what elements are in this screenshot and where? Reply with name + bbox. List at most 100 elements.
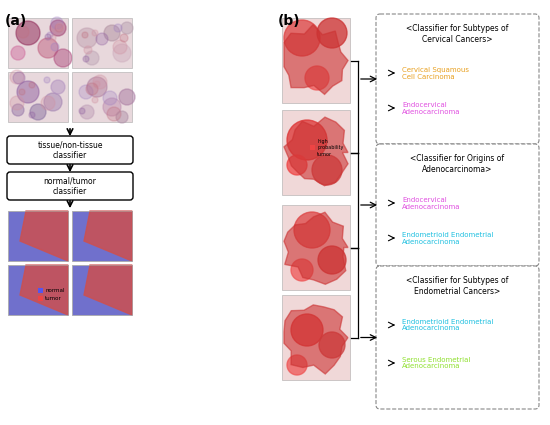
Circle shape xyxy=(44,77,50,83)
Bar xyxy=(38,295,43,300)
Circle shape xyxy=(287,155,307,175)
Circle shape xyxy=(305,66,329,90)
Circle shape xyxy=(83,56,89,62)
Circle shape xyxy=(104,25,120,41)
Polygon shape xyxy=(284,117,348,186)
Text: <Classifier for Origins of
Adenocarcinoma>: <Classifier for Origins of Adenocarcinom… xyxy=(410,154,504,174)
Circle shape xyxy=(29,112,35,118)
Bar xyxy=(282,295,350,380)
Text: (a): (a) xyxy=(5,14,28,28)
Text: high
probability
tumor: high probability tumor xyxy=(317,139,343,157)
Bar xyxy=(8,72,68,122)
Circle shape xyxy=(96,33,108,45)
Circle shape xyxy=(107,107,121,121)
Polygon shape xyxy=(84,211,132,261)
Circle shape xyxy=(47,32,53,38)
Circle shape xyxy=(17,26,29,38)
Circle shape xyxy=(50,35,56,41)
Circle shape xyxy=(86,83,98,95)
Circle shape xyxy=(94,81,100,87)
Text: <Classifier for Subtypes of
Cervical Cancers>: <Classifier for Subtypes of Cervical Can… xyxy=(406,24,509,44)
Circle shape xyxy=(41,96,55,110)
Circle shape xyxy=(79,85,93,99)
Circle shape xyxy=(80,105,94,119)
Bar xyxy=(8,265,68,315)
Bar xyxy=(8,211,68,261)
Circle shape xyxy=(84,46,92,54)
Circle shape xyxy=(16,21,40,45)
Circle shape xyxy=(44,93,62,111)
Text: (b): (b) xyxy=(278,14,301,28)
Text: normal/tumor
classifier: normal/tumor classifier xyxy=(43,176,96,196)
Circle shape xyxy=(120,34,128,42)
FancyBboxPatch shape xyxy=(376,14,539,144)
Circle shape xyxy=(284,20,320,56)
Circle shape xyxy=(93,75,107,89)
Circle shape xyxy=(56,23,64,31)
Bar xyxy=(8,211,68,261)
Bar xyxy=(72,72,132,122)
Circle shape xyxy=(103,91,117,105)
Text: <Classifier for Subtypes of
Endometrial Cancers>: <Classifier for Subtypes of Endometrial … xyxy=(406,276,509,296)
Circle shape xyxy=(119,89,135,105)
Circle shape xyxy=(113,40,127,54)
Circle shape xyxy=(55,24,63,32)
Circle shape xyxy=(116,111,128,123)
Circle shape xyxy=(291,259,313,281)
Circle shape xyxy=(11,46,25,60)
Polygon shape xyxy=(284,212,348,284)
Bar xyxy=(8,265,68,315)
Circle shape xyxy=(294,212,330,248)
Bar xyxy=(310,145,315,150)
Polygon shape xyxy=(84,265,132,315)
Text: Endometrioid Endometrial
Adenocarcinoma: Endometrioid Endometrial Adenocarcinoma xyxy=(402,232,493,244)
Polygon shape xyxy=(284,25,348,94)
Bar xyxy=(282,18,350,103)
Bar xyxy=(38,287,43,292)
FancyBboxPatch shape xyxy=(7,172,133,200)
Text: normal: normal xyxy=(45,288,64,293)
FancyBboxPatch shape xyxy=(7,136,133,164)
Circle shape xyxy=(45,34,51,40)
Polygon shape xyxy=(284,305,348,374)
Text: Endocervical
Adenocarcinoma: Endocervical Adenocarcinoma xyxy=(402,196,460,210)
Circle shape xyxy=(51,43,59,51)
Text: Cervical Squamous
Cell Carcinoma: Cervical Squamous Cell Carcinoma xyxy=(402,66,469,79)
Bar xyxy=(282,110,350,195)
Text: tissue/non-tissue
classifier: tissue/non-tissue classifier xyxy=(37,140,103,160)
Circle shape xyxy=(113,44,131,62)
Bar xyxy=(72,265,132,315)
Circle shape xyxy=(87,77,107,97)
Circle shape xyxy=(114,24,122,32)
Circle shape xyxy=(82,32,88,38)
Text: tumor: tumor xyxy=(45,296,62,301)
Circle shape xyxy=(51,17,63,29)
Circle shape xyxy=(103,98,121,116)
Circle shape xyxy=(318,246,346,274)
Circle shape xyxy=(287,120,327,160)
Circle shape xyxy=(77,28,97,48)
Circle shape xyxy=(92,30,98,36)
Circle shape xyxy=(319,332,345,358)
Circle shape xyxy=(19,89,25,95)
Circle shape xyxy=(12,104,24,116)
Circle shape xyxy=(79,108,85,114)
Circle shape xyxy=(30,104,46,120)
Circle shape xyxy=(54,49,72,67)
Circle shape xyxy=(287,355,307,375)
Circle shape xyxy=(312,155,342,185)
Text: Serous Endometrial
Adenocarcinoma: Serous Endometrial Adenocarcinoma xyxy=(402,357,470,369)
Circle shape xyxy=(317,18,347,48)
Polygon shape xyxy=(20,211,68,261)
Circle shape xyxy=(10,96,24,110)
Circle shape xyxy=(85,51,99,65)
Circle shape xyxy=(10,70,24,84)
Text: Endometrioid Endometrial
Adenocarcinoma: Endometrioid Endometrial Adenocarcinoma xyxy=(402,318,493,332)
FancyBboxPatch shape xyxy=(376,144,539,266)
Bar xyxy=(72,18,132,68)
Circle shape xyxy=(29,82,35,88)
Bar xyxy=(72,265,132,315)
Circle shape xyxy=(17,81,39,103)
Circle shape xyxy=(51,80,65,94)
Circle shape xyxy=(13,72,25,84)
